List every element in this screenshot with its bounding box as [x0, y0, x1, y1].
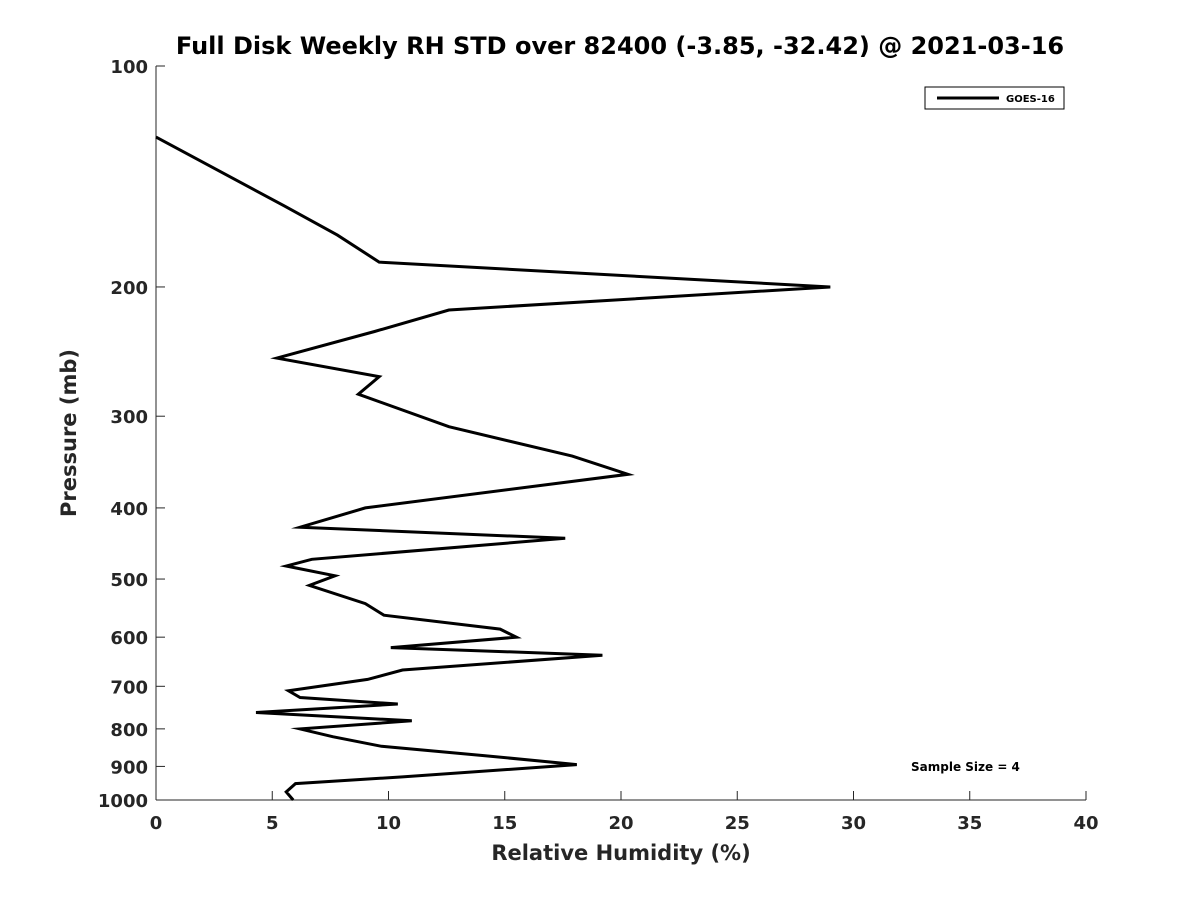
- x-tick-label: 20: [608, 813, 633, 834]
- series-line-goes-16: [155, 135, 831, 801]
- y-tick-label: 300: [110, 407, 148, 428]
- chart-title: Full Disk Weekly RH STD over 82400 (-3.8…: [176, 32, 1064, 60]
- x-tick-label: 35: [957, 813, 982, 834]
- y-tick-label: 700: [110, 677, 148, 698]
- x-tick-label: 30: [841, 813, 866, 834]
- y-tick-label: 100: [110, 57, 148, 78]
- y-tick-label: 800: [110, 720, 148, 741]
- plot-area: [156, 66, 1086, 800]
- ticks: 0 5 10 15 20 25 30 35 40 100 200 300 400 500 600 700 800…: [98, 57, 1099, 834]
- y-tick-label: 600: [110, 628, 148, 649]
- y-tick-label: 900: [110, 757, 148, 778]
- legend: GOES-16: [924, 86, 1065, 110]
- legend-label-goes-16: GOES-16: [1006, 94, 1055, 105]
- y-axis-label: Pressure (mb): [57, 349, 81, 517]
- x-axis-label: Relative Humidity (%): [491, 841, 750, 865]
- series-layer: [155, 135, 831, 801]
- sample-size-annotation: Sample Size = 4: [911, 760, 1020, 774]
- y-tick-label: 500: [110, 570, 148, 591]
- y-tick-label: 1000: [98, 791, 148, 812]
- y-tick-label: 400: [110, 499, 148, 520]
- x-tick-label: 10: [376, 813, 401, 834]
- y-tick-label: 200: [110, 278, 148, 299]
- x-tick-label: 0: [150, 813, 163, 834]
- x-tick-label: 40: [1073, 813, 1098, 834]
- x-tick-label: 15: [492, 813, 517, 834]
- x-tick-label: 25: [725, 813, 750, 834]
- x-tick-label: 5: [266, 813, 279, 834]
